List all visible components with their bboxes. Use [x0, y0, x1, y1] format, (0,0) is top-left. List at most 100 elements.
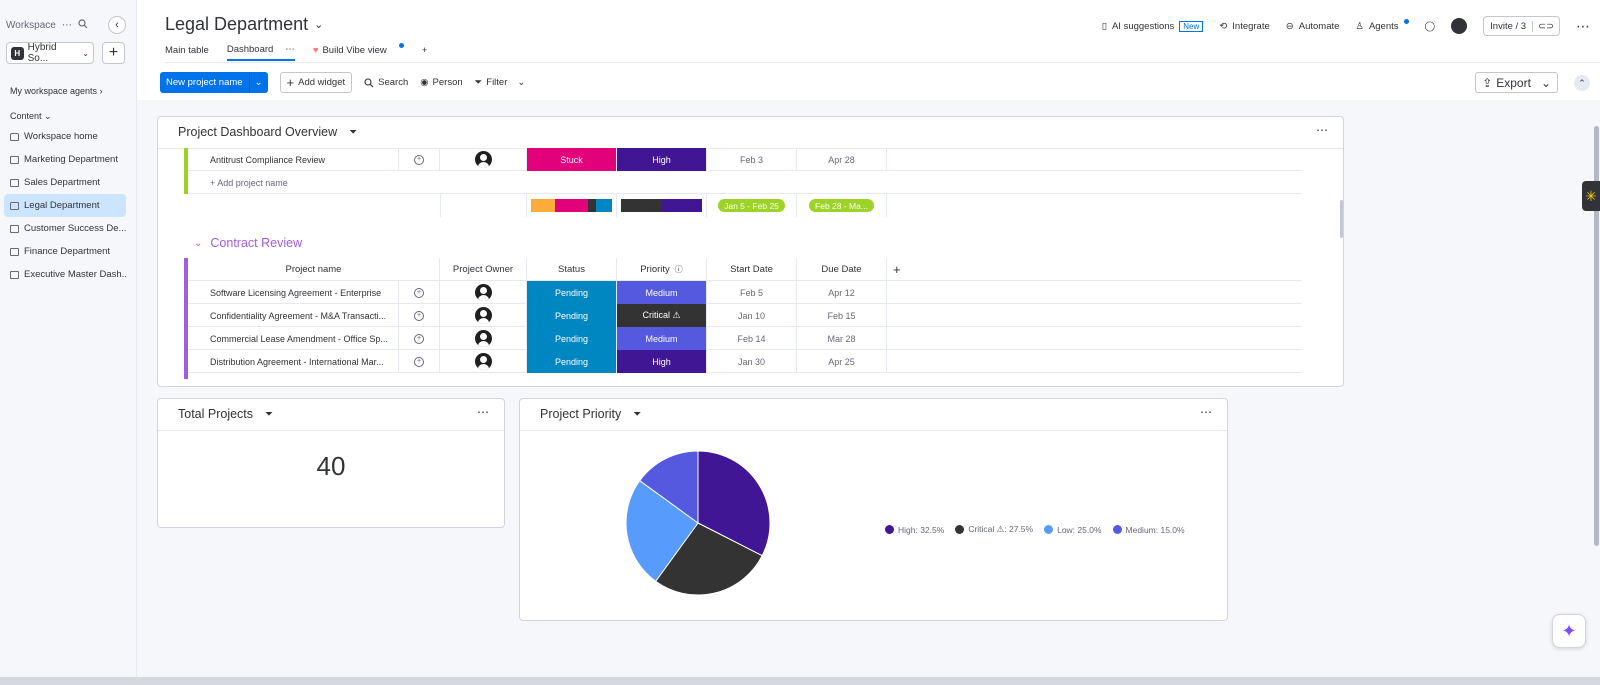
project-name-cell[interactable]: Antitrust Compliance Review: [210, 154, 326, 165]
content-section[interactable]: Content ⌄: [10, 111, 52, 121]
link-icon[interactable]: ⊂⊃: [1532, 20, 1559, 32]
column-header-status[interactable]: Status: [527, 258, 617, 281]
priority-pie-chart[interactable]: [618, 443, 778, 603]
pie-slice-high[interactable]: [697, 450, 771, 557]
add-view-button[interactable]: +: [421, 44, 428, 56]
ai-suggestions-button[interactable]: ▯ AI suggestions New: [1102, 20, 1204, 32]
add-update-icon[interactable]: +: [414, 287, 424, 298]
sparkle-icon[interactable]: ✳: [1582, 181, 1600, 211]
board-title[interactable]: Legal Department ⌄: [165, 14, 324, 34]
status-cell[interactable]: Stuck: [527, 148, 617, 171]
owner-cell[interactable]: [440, 304, 527, 327]
start-date-cell[interactable]: Jan 30: [707, 350, 797, 373]
update-cell[interactable]: +: [398, 148, 440, 171]
pie-slice-medium[interactable]: [639, 450, 699, 524]
sidebar-item-legal[interactable]: Legal Department: [4, 194, 126, 217]
update-cell[interactable]: +: [398, 327, 440, 350]
sidebar-item-sales[interactable]: Sales Department: [4, 171, 126, 194]
column-header-due-date[interactable]: Due Date: [797, 258, 887, 281]
add-update-icon[interactable]: +: [414, 333, 424, 344]
page-scrollbar[interactable]: [1593, 112, 1600, 652]
more-icon[interactable]: ⋯: [61, 19, 72, 31]
widget-menu-button[interactable]: ⋯: [477, 405, 490, 419]
legend-item[interactable]: High: 32.5%: [885, 524, 944, 535]
priority-cell[interactable]: High: [617, 350, 707, 373]
ai-assistant-button[interactable]: ✦: [1552, 614, 1586, 648]
collapse-sidebar-button[interactable]: ‹: [108, 16, 126, 34]
add-update-icon[interactable]: +: [414, 310, 424, 321]
filter-icon[interactable]: ⏷: [265, 408, 274, 420]
scrollbar-thumb[interactable]: [1594, 126, 1599, 546]
avatar[interactable]: [1451, 18, 1468, 34]
tab-build-vibe-view[interactable]: ♥ Build Vibe view: [313, 42, 404, 60]
info-icon[interactable]: ⓘ: [674, 265, 683, 274]
tab-dashboard[interactable]: Dashboard ⋯: [226, 43, 295, 61]
add-update-icon[interactable]: +: [414, 356, 424, 367]
project-name-cell[interactable]: Software Licensing Agreement - Enterpris…: [210, 287, 382, 298]
project-name-cell[interactable]: Confidentiality Agreement - M&A Transact…: [210, 310, 387, 321]
column-header-priority[interactable]: Priority ⓘ: [617, 258, 707, 281]
owner-cell[interactable]: [440, 148, 527, 171]
filter-button[interactable]: ⏷ Filter ⌄: [474, 77, 526, 88]
pie-slice-critical[interactable]: [654, 522, 763, 596]
more-icon[interactable]: ⋯: [1576, 17, 1590, 34]
add-item-button[interactable]: +: [102, 42, 125, 64]
owner-cell[interactable]: [440, 327, 527, 350]
chevron-down-icon[interactable]: ⌄: [517, 77, 526, 88]
updates-button[interactable]: ◯: [1425, 21, 1436, 32]
widget-menu-button[interactable]: ⋯: [1316, 123, 1329, 137]
chevron-down-icon[interactable]: ⌄: [248, 72, 268, 93]
workspace-agents-link[interactable]: My workspace agents ›: [10, 86, 103, 96]
start-date-cell[interactable]: Feb 14: [707, 327, 797, 350]
sidebar-item-executive[interactable]: Executive Master Dash...: [4, 263, 126, 286]
priority-cell[interactable]: Medium: [617, 281, 707, 304]
invite-button[interactable]: Invite / 3 ⊂⊃: [1483, 16, 1560, 36]
bottom-scrollbar[interactable]: [0, 677, 1600, 685]
status-cell[interactable]: Pending: [527, 304, 617, 327]
table-row[interactable]: Confidentiality Agreement - M&A Transact…: [188, 304, 1302, 327]
priority-cell[interactable]: Critical ⚠: [617, 304, 707, 327]
agents-button[interactable]: ♙ Agents: [1355, 18, 1409, 32]
due-date-cell[interactable]: Feb 15: [797, 304, 887, 327]
start-date-cell[interactable]: Jan 10: [707, 304, 797, 327]
legend-item[interactable]: Medium: 15.0%: [1112, 524, 1185, 535]
owner-cell[interactable]: [440, 281, 527, 304]
sidebar-item-marketing[interactable]: Marketing Department: [4, 148, 126, 171]
add-column-button[interactable]: +: [893, 262, 901, 277]
table-row[interactable]: Antitrust Compliance Review + Stuck High…: [188, 148, 1302, 171]
integrate-button[interactable]: ⟲ Integrate: [1219, 20, 1270, 32]
add-project-row[interactable]: + Add project name: [188, 171, 1302, 194]
due-date-cell[interactable]: Apr 12: [797, 281, 887, 304]
workspace-selector[interactable]: H Hybrid So... ⌄: [6, 42, 94, 64]
table-row[interactable]: Distribution Agreement - International M…: [188, 350, 1302, 373]
more-icon[interactable]: ⋯: [285, 43, 295, 55]
export-button[interactable]: ⇪ Export ⌄: [1475, 72, 1558, 93]
start-date-cell[interactable]: Feb 5: [707, 281, 797, 304]
update-cell[interactable]: +: [398, 281, 440, 304]
sidebar-item-workspace-home[interactable]: Workspace home: [4, 125, 126, 148]
due-date-cell[interactable]: Apr 28: [797, 148, 887, 171]
status-cell[interactable]: Pending: [527, 327, 617, 350]
column-header-owner[interactable]: Project Owner: [440, 258, 527, 281]
owner-cell[interactable]: [440, 350, 527, 373]
project-name-cell[interactable]: Distribution Agreement - International M…: [210, 356, 384, 367]
person-filter-button[interactable]: ◉ Person: [420, 77, 463, 88]
status-cell[interactable]: Pending: [527, 281, 617, 304]
automate-button[interactable]: ⊖ Automate: [1285, 20, 1340, 32]
priority-cell[interactable]: High: [617, 148, 707, 171]
group-title[interactable]: ⌄ Contract Review: [194, 236, 303, 250]
legend-item[interactable]: Critical ⚠: 27.5%: [955, 524, 1033, 535]
tab-main-table[interactable]: Main table: [165, 44, 209, 56]
add-update-icon[interactable]: +: [414, 154, 424, 165]
update-cell[interactable]: +: [398, 304, 440, 327]
filter-icon[interactable]: ⏷: [349, 126, 358, 138]
priority-cell[interactable]: Medium: [617, 327, 707, 350]
collapse-header-button[interactable]: ⌃: [1574, 75, 1590, 91]
legend-item[interactable]: Low: 25.0%: [1044, 524, 1102, 535]
status-cell[interactable]: Pending: [527, 350, 617, 373]
new-project-button[interactable]: New project name ⌄: [160, 72, 268, 93]
due-date-cell[interactable]: Mar 28: [797, 327, 887, 350]
widget-menu-button[interactable]: ⋯: [1200, 405, 1213, 419]
start-date-cell[interactable]: Feb 3: [707, 148, 797, 171]
search-button[interactable]: Search: [364, 77, 408, 88]
